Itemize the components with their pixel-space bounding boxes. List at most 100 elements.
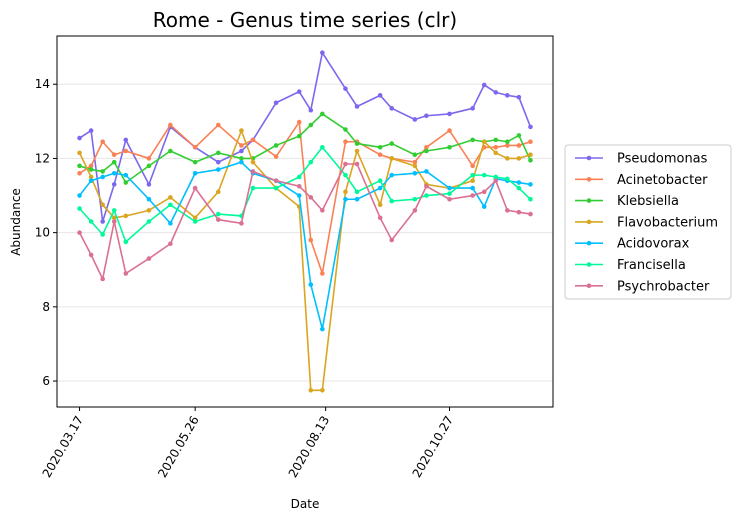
data-point	[470, 163, 475, 169]
series-pseudomonas	[77, 50, 533, 224]
data-point	[424, 193, 429, 198]
data-point	[424, 169, 429, 174]
data-point	[481, 189, 487, 195]
data-point	[123, 213, 129, 219]
data-point	[343, 86, 348, 91]
data-point	[528, 152, 533, 158]
data-point	[493, 137, 499, 143]
y-tick-label: 8	[42, 300, 50, 314]
data-point	[516, 185, 522, 191]
data-point	[343, 172, 348, 178]
data-point	[424, 145, 429, 150]
data-point	[239, 156, 244, 161]
data-point	[320, 145, 325, 150]
data-point	[505, 208, 510, 213]
data-point	[377, 145, 383, 150]
data-point	[88, 174, 94, 180]
data-point	[516, 143, 522, 148]
data-point	[77, 193, 82, 198]
data-point	[424, 183, 429, 189]
grid-lines	[57, 83, 553, 382]
data-point	[296, 174, 302, 180]
data-point	[239, 143, 244, 148]
data-point	[273, 154, 279, 159]
data-point	[77, 230, 82, 235]
data-point	[412, 196, 418, 202]
data-point	[111, 182, 117, 187]
data-point	[354, 196, 360, 202]
series-psychrobacter	[77, 161, 533, 282]
data-point	[123, 180, 129, 185]
data-point	[273, 178, 279, 183]
data-point	[168, 202, 173, 208]
data-point	[470, 172, 475, 178]
x-axis-title: Date	[291, 497, 320, 511]
data-point	[215, 211, 221, 217]
data-point	[389, 106, 395, 111]
data-point	[111, 208, 117, 213]
data-point	[111, 152, 117, 158]
data-point	[308, 159, 314, 165]
data-point	[412, 208, 418, 213]
data-point	[470, 185, 475, 191]
legend-marker	[586, 240, 592, 246]
y-tick-label: 12	[35, 151, 50, 165]
data-point	[389, 156, 395, 161]
data-point	[239, 221, 244, 226]
data-point	[493, 90, 499, 95]
data-point	[354, 189, 360, 195]
data-point	[88, 163, 94, 169]
series-line	[78, 129, 531, 392]
data-point	[77, 163, 82, 169]
data-point	[528, 196, 533, 202]
data-point	[250, 137, 256, 143]
data-point	[215, 167, 221, 172]
data-point	[447, 111, 452, 117]
series-line	[78, 163, 531, 280]
data-point	[516, 180, 522, 185]
data-point	[250, 159, 256, 165]
data-point	[447, 145, 452, 150]
data-point	[481, 204, 487, 209]
data-point	[447, 128, 452, 133]
legend-marker	[586, 155, 592, 161]
data-point	[192, 145, 198, 150]
data-point	[505, 156, 510, 161]
data-point	[88, 167, 94, 172]
data-point	[88, 128, 94, 133]
data-point	[146, 182, 152, 187]
legend-label: Acinetobacter	[617, 173, 708, 188]
data-point	[354, 104, 360, 109]
data-point	[320, 271, 325, 276]
data-point	[250, 185, 256, 191]
y-axis-title: Abundance	[9, 188, 23, 256]
data-point	[88, 178, 94, 183]
data-point	[192, 159, 198, 165]
y-axis: 6 8 10 12 14	[35, 77, 57, 388]
legend-label: Acidovorax	[617, 237, 690, 252]
data-point	[516, 133, 522, 138]
data-point	[88, 252, 94, 258]
data-point	[296, 89, 302, 94]
legend-label: Klebsiella	[617, 194, 679, 209]
data-point	[505, 93, 510, 98]
legend-item: Klebsiella	[575, 194, 679, 209]
data-point	[296, 133, 302, 139]
data-point	[412, 117, 418, 122]
data-point	[239, 128, 244, 133]
data-point	[493, 178, 499, 183]
legend-item: Acidovorax	[575, 237, 690, 252]
data-point	[412, 163, 418, 169]
data-point	[146, 208, 152, 213]
data-point	[146, 196, 152, 202]
legend: Pseudomonas Acinetobacter Klebsiella Flavob…	[564, 144, 732, 300]
data-point	[389, 141, 395, 146]
data-point	[320, 111, 325, 117]
data-point	[308, 195, 314, 200]
data-point	[215, 150, 221, 156]
data-point	[493, 174, 499, 180]
data-point	[493, 145, 499, 150]
data-point	[354, 148, 360, 154]
data-point	[308, 122, 314, 128]
data-point	[389, 172, 395, 178]
